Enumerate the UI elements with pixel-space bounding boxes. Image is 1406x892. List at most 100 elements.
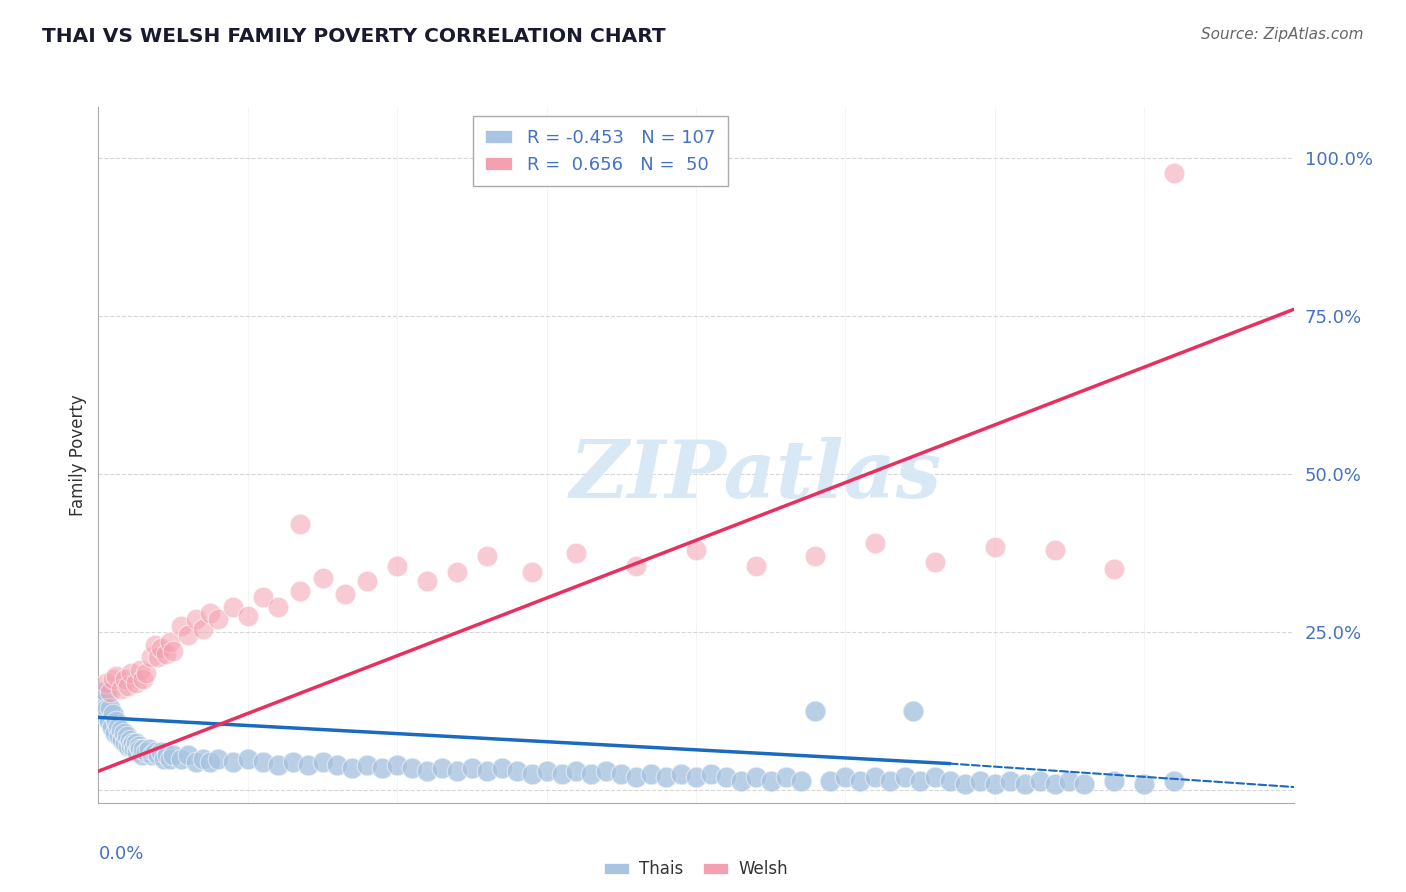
Point (342, 761, 364, 775)
Point (311, 755, 333, 769)
Point (820, 773, 842, 788)
Point (520, 565, 543, 579)
Point (128, 739, 150, 753)
Point (879, 773, 901, 788)
Point (153, 751, 176, 765)
Point (550, 767, 572, 781)
Point (153, 751, 176, 765)
Point (333, 587, 356, 601)
Point (131, 748, 153, 763)
Point (94, 685, 117, 699)
Point (135, 745, 157, 759)
Point (156, 748, 179, 763)
Point (1163, 166, 1185, 180)
Point (969, 773, 991, 788)
Point (311, 755, 333, 769)
Point (326, 757, 349, 772)
Point (288, 583, 311, 598)
Point (685, 771, 707, 785)
Point (849, 773, 872, 788)
Point (745, 558, 768, 573)
Point (139, 650, 162, 665)
Point (103, 707, 125, 722)
Point (998, 773, 1021, 788)
Point (342, 761, 364, 775)
Point (581, 767, 603, 781)
Point (148, 748, 170, 763)
Point (105, 669, 128, 683)
Point (475, 764, 498, 779)
Point (820, 773, 842, 788)
Point (104, 726, 127, 740)
Point (117, 679, 139, 693)
Point (207, 751, 229, 765)
Point (148, 748, 170, 763)
Point (115, 730, 138, 744)
Point (236, 751, 259, 765)
Point (118, 732, 141, 747)
Point (150, 745, 173, 759)
Point (1104, 562, 1126, 576)
Point (236, 609, 259, 624)
Point (112, 726, 135, 740)
Point (129, 742, 152, 756)
Point (124, 742, 146, 756)
Point (169, 751, 191, 765)
Point (108, 730, 131, 744)
Point (475, 549, 498, 563)
Point (150, 745, 173, 759)
Point (141, 748, 163, 763)
Point (865, 771, 887, 785)
Point (624, 771, 647, 785)
Point (908, 773, 931, 788)
Point (581, 767, 603, 781)
Point (125, 736, 148, 750)
Point (430, 761, 453, 775)
Point (849, 773, 872, 788)
Point (120, 739, 142, 753)
Point (311, 571, 333, 585)
Point (184, 755, 207, 769)
Point (177, 748, 200, 763)
Point (491, 761, 513, 775)
Point (461, 761, 484, 775)
Point (207, 751, 229, 765)
Point (138, 742, 160, 756)
Point (97, 714, 120, 728)
Point (953, 777, 976, 791)
Point (97, 714, 120, 728)
Point (162, 748, 184, 763)
Point (924, 771, 946, 785)
Point (730, 773, 752, 788)
Point (131, 748, 153, 763)
Point (103, 707, 125, 722)
Point (252, 591, 274, 605)
Point (159, 634, 181, 648)
Point (775, 771, 797, 785)
Point (191, 751, 214, 765)
Y-axis label: Family Poverty: Family Poverty (69, 394, 87, 516)
Point (326, 757, 349, 772)
Point (610, 767, 633, 781)
Point (565, 546, 588, 560)
Point (132, 742, 155, 756)
Point (804, 549, 827, 563)
Point (129, 742, 152, 756)
Point (1104, 773, 1126, 788)
Point (107, 720, 129, 734)
Point (998, 773, 1021, 788)
Point (894, 771, 917, 785)
Point (983, 777, 1005, 791)
Point (789, 773, 811, 788)
Point (90, 685, 112, 699)
Point (520, 767, 543, 781)
Point (96, 701, 118, 715)
Point (1163, 773, 1185, 788)
Point (834, 771, 856, 785)
Point (700, 767, 723, 781)
Point (401, 761, 423, 775)
Point (207, 612, 229, 626)
Point (93, 695, 115, 709)
Point (565, 764, 588, 779)
Point (222, 755, 245, 769)
